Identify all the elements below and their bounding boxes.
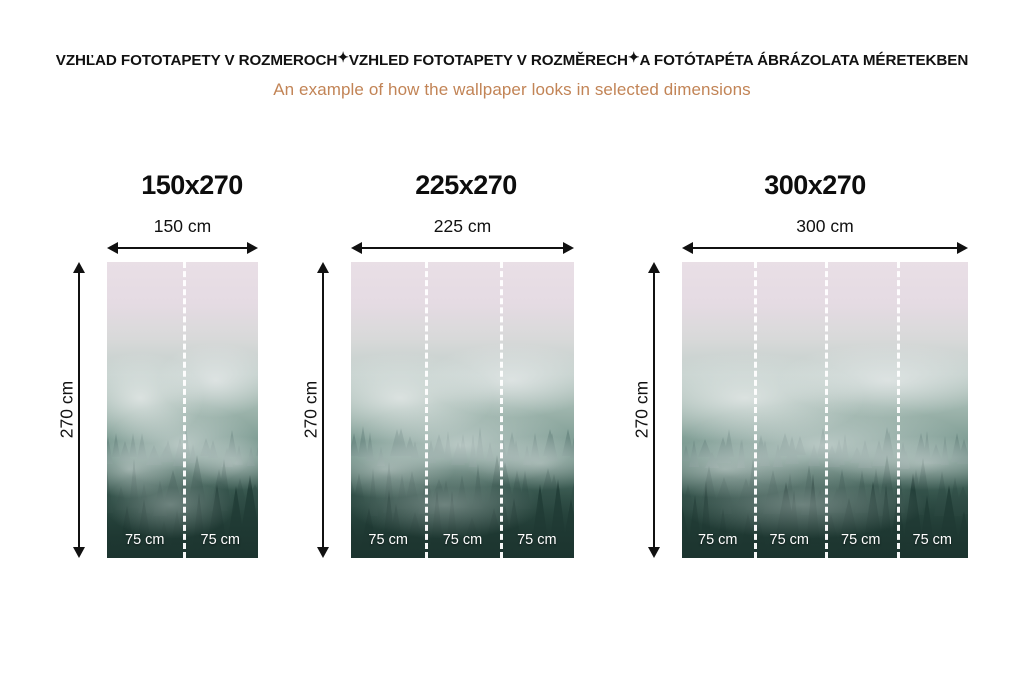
- panel-heading: 300x270: [764, 170, 866, 200]
- arrow-head-right-icon: [563, 242, 574, 254]
- width-dimension-arrow: [351, 242, 574, 255]
- width-dimension-arrow: [682, 242, 968, 255]
- segment-label: 75 cm: [698, 532, 738, 548]
- width-dimension-arrow: [107, 242, 258, 255]
- arrow-bar: [358, 247, 567, 250]
- size-panel-150x270: 150x270 150 cm 270 cm 75 cm 75 cm: [40, 170, 330, 570]
- title-part-cs: VZHLED FOTOTAPETY V ROZMĚRECH: [348, 52, 628, 69]
- arrow-head-left-icon: [351, 242, 362, 254]
- arrow-head-down-icon: [648, 547, 660, 558]
- seam-divider: [896, 262, 900, 558]
- panel-width-label: 300 cm: [796, 216, 854, 236]
- panel-width-label: 225 cm: [433, 216, 492, 236]
- panel-height-label: 270 cm: [631, 380, 652, 439]
- panel-heading: 150x270: [141, 170, 243, 200]
- arrow-head-down-icon: [73, 547, 85, 558]
- seam-divider: [425, 262, 429, 558]
- page-title: VZHĽAD FOTOTAPETY V ROZMEROCH✦VZHLED FOT…: [55, 49, 969, 69]
- segment-label: 75 cm: [769, 532, 810, 548]
- segment-label: 75 cm: [841, 532, 881, 548]
- segment-label: 75 cm: [912, 532, 953, 548]
- size-panel-300x270: 300x270 300 cm 270 cm 75 cm 75 cm 75 cm 75 …: [620, 170, 1010, 570]
- height-dimension-arrow: [73, 262, 86, 558]
- header: VZHĽAD FOTOTAPETY V ROZMEROCH✦VZHLED FOT…: [0, 0, 1024, 115]
- arrow-head-down-icon: [317, 547, 329, 558]
- seam-divider: [753, 262, 757, 558]
- height-dimension-arrow: [317, 262, 330, 558]
- title-part-sk: VZHĽAD FOTOTAPETY V ROZMEROCH: [55, 52, 338, 69]
- arrow-head-up-icon: [648, 262, 660, 273]
- height-dimension-arrow: [648, 262, 661, 558]
- arrow-head-left-icon: [682, 242, 693, 254]
- arrow-head-up-icon: [73, 262, 85, 273]
- panel-width-label: 150 cm: [153, 216, 212, 236]
- arrow-bar: [689, 247, 961, 250]
- wallpaper-preview: 75 cm 75 cm 75 cm 75 cm: [682, 262, 968, 558]
- wallpaper-preview: 75 cm 75 cm: [107, 262, 258, 558]
- segment-label: 75 cm: [368, 532, 408, 548]
- segment-label: 75 cm: [442, 532, 483, 548]
- arrow-head-up-icon: [317, 262, 329, 273]
- panel-height-label: 270 cm: [56, 380, 77, 439]
- seam-divider: [182, 262, 186, 558]
- arrow-bar: [322, 269, 325, 551]
- arrow-bar: [653, 269, 656, 551]
- segment-label: 75 cm: [200, 532, 241, 548]
- size-panel-225x270: 225x270 225 cm 270 cm 75 cm 75 cm 75 cm: [295, 170, 625, 570]
- arrow-head-right-icon: [957, 242, 968, 254]
- page-subtitle: An example of how the wallpaper looks in…: [273, 80, 751, 99]
- panel-heading: 225x270: [415, 170, 517, 200]
- seam-divider: [499, 262, 503, 558]
- arrow-head-right-icon: [247, 242, 258, 254]
- title-part-hu: A FOTÓTAPÉTA ÁBRÁZOLATA MÉRETEKBEN: [639, 52, 969, 69]
- arrow-bar: [114, 247, 251, 250]
- segment-label: 75 cm: [517, 532, 557, 548]
- wallpaper-preview: 75 cm 75 cm 75 cm: [351, 262, 574, 558]
- arrow-bar: [78, 269, 81, 551]
- segment-label: 75 cm: [125, 532, 165, 548]
- arrow-head-left-icon: [107, 242, 118, 254]
- seam-divider: [825, 262, 828, 558]
- panel-height-label: 270 cm: [300, 380, 321, 439]
